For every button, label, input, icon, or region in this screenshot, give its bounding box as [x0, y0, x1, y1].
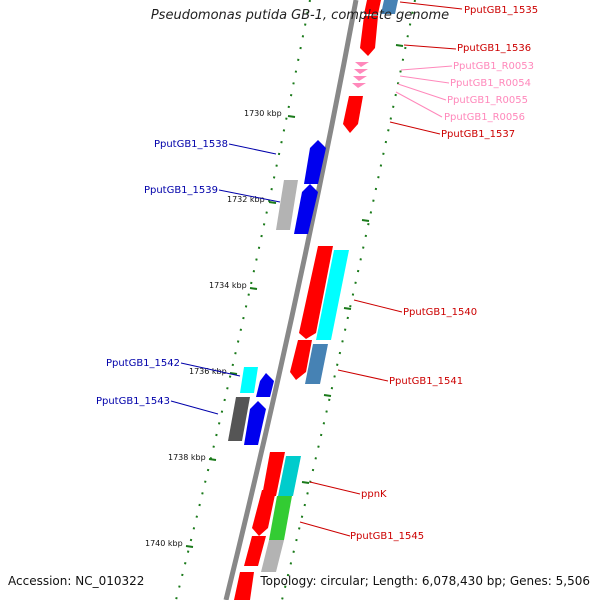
scale-ticks: [185, 115, 296, 548]
left-connectors: [170, 143, 281, 415]
gene-label[interactable]: PputGB1_1535: [464, 5, 538, 16]
rna-R0055[interactable]: [353, 76, 367, 81]
reverse-genes: [228, 140, 326, 445]
left-gene-labels: PputGB1_1538 PputGB1_1539 PputGB1_1542 P…: [96, 139, 228, 407]
gene-PputGB1_1542[interactable]: [256, 373, 274, 397]
accession-label: Accession: NC_010322: [8, 574, 145, 588]
gene-label[interactable]: PputGB1_1545: [350, 531, 424, 542]
gene-PputGB1_1541[interactable]: [305, 344, 328, 384]
gene-label[interactable]: PputGB1_1543: [96, 396, 170, 407]
gene-PputGB1_1543[interactable]: [244, 401, 266, 445]
gene-PputGB1_1541a[interactable]: [290, 340, 312, 380]
gene-label[interactable]: PputGB1_R0056: [444, 112, 525, 123]
gene-label[interactable]: PputGB1_1542: [106, 358, 180, 369]
outer-dotted-track: [281, 0, 416, 600]
gene-PputGB1_1540[interactable]: [299, 246, 333, 339]
genome-summary: Topology: circular; Length: 6,078,430 bp…: [260, 574, 590, 588]
inner-dotted-track: [175, 0, 311, 600]
gene-ppnK-a[interactable]: [262, 452, 285, 496]
scale-label: 1732 kbp: [227, 195, 265, 204]
gene-PputGB1_1538[interactable]: [304, 140, 326, 184]
gene-PputGB1_1539a[interactable]: [276, 180, 298, 230]
rna-R0054[interactable]: [354, 69, 368, 74]
gene-PputGB1_1545a[interactable]: [252, 490, 276, 536]
gene-label[interactable]: ppnK: [361, 489, 387, 500]
scale-labels: 1730 kbp 1732 kbp 1734 kbp 1736 kbp 1738…: [145, 109, 282, 548]
gene-PputGB1_1535b[interactable]: [381, 0, 398, 14]
right-gene-labels: PputGB1_1535 PputGB1_1536 PputGB1_R0053 …: [350, 5, 538, 542]
genome-backbone: [223, 0, 359, 600]
gene-PputGB1_1543a[interactable]: [228, 397, 250, 441]
gene-label[interactable]: PputGB1_1538: [154, 139, 228, 150]
gene-next-a[interactable]: [244, 536, 266, 566]
scale-label: 1730 kbp: [244, 109, 282, 118]
gene-PputGB1_1540b[interactable]: [316, 250, 349, 340]
gene-next-b[interactable]: [234, 572, 254, 600]
gene-label[interactable]: PputGB1_1536: [457, 43, 531, 54]
map-title: Pseudomonas putida GB-1, complete genome: [150, 8, 450, 23]
gene-label[interactable]: PputGB1_R0055: [447, 95, 528, 106]
gene-PputGB1_1542a[interactable]: [240, 367, 258, 393]
rna-R0053[interactable]: [355, 62, 369, 67]
gene-PputGB1_1536[interactable]: [360, 16, 378, 56]
gene-label[interactable]: PputGB1_1540: [403, 307, 477, 318]
scale-label: 1734 kbp: [209, 281, 247, 290]
gene-label[interactable]: PputGB1_R0054: [450, 78, 531, 89]
scale-label: 1740 kbp: [145, 539, 183, 548]
gene-PputGB1_1545[interactable]: [269, 496, 292, 540]
gene-PputGB1_1545b[interactable]: [261, 540, 284, 572]
rna-R0056[interactable]: [352, 83, 366, 88]
gene-PputGB1_1539[interactable]: [294, 184, 318, 234]
gene-ppnK[interactable]: [278, 456, 301, 496]
gene-label[interactable]: PputGB1_1537: [441, 129, 515, 140]
gene-PputGB1_1537[interactable]: [343, 96, 363, 133]
forward-genes: [234, 0, 398, 600]
gene-label[interactable]: PputGB1_1539: [144, 185, 218, 196]
gene-label[interactable]: PputGB1_1541: [389, 376, 463, 387]
gene-PputGB1_1535[interactable]: [364, 0, 381, 14]
right-connectors: [299, 1, 463, 537]
scale-label: 1736 kbp: [189, 367, 227, 376]
outer-ticks: [301, 44, 404, 484]
gene-label[interactable]: PputGB1_R0053: [453, 61, 534, 72]
scale-label: 1738 kbp: [168, 453, 206, 462]
